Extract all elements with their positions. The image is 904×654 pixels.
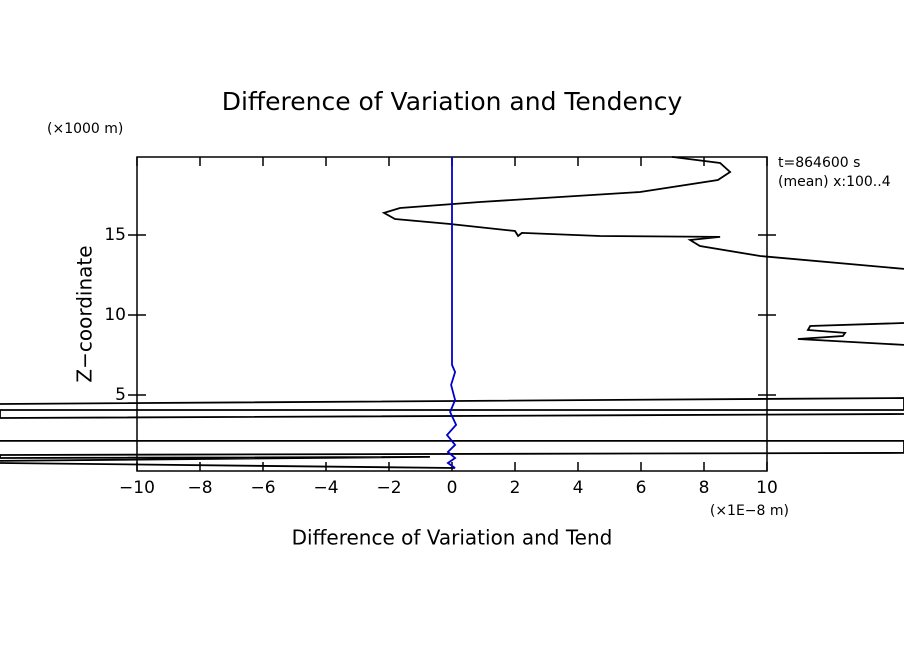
x-tick-label: −2 [376,478,401,498]
x-tick-label: −6 [250,478,275,498]
annotation: t=864600 s [778,155,860,171]
x-axis-label: Difference of Variation and Tend [292,526,613,550]
x-tick-label: 4 [573,478,584,498]
chart-title: Difference of Variation and Tendency [222,87,683,116]
x-tick-label: 6 [636,478,647,498]
x-tick-label: 0 [447,478,458,498]
x-unit: (×1E−8 m) [710,503,789,519]
data-line [445,156,458,469]
y-tick-label: 15 [104,225,126,245]
y-axis-label: Z−coordinate [73,245,97,382]
annotation: (mean) x:100..4 [778,174,891,190]
y-unit: (×1000 m) [47,121,123,137]
y-tick-label: 10 [104,305,126,325]
x-tick-label: −8 [187,478,212,498]
x-tick-label: −4 [313,478,338,498]
y-tick-label: 5 [115,385,126,405]
x-tick-label: 10 [756,478,778,498]
x-tick-label: 2 [510,478,521,498]
x-tick-label: 8 [699,478,710,498]
x-tick-label: −10 [119,478,155,498]
data-line [0,156,904,469]
